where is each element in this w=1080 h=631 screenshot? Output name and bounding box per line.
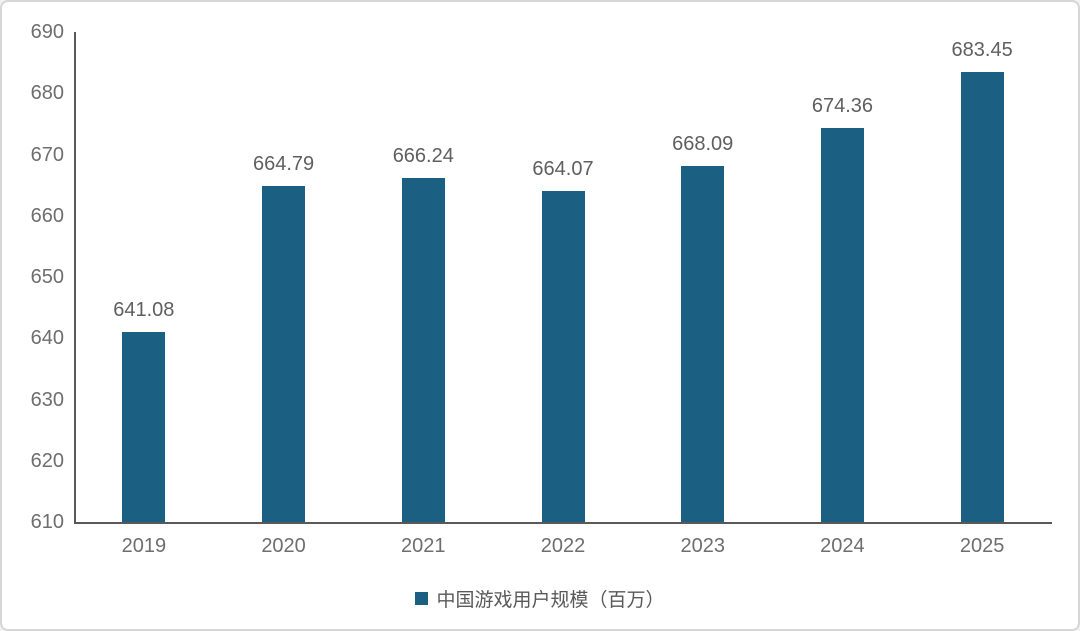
y-tick-label: 610 — [30, 511, 64, 533]
y-tick-label: 690 — [30, 21, 64, 43]
x-category-label: 2022 — [540, 535, 586, 557]
x-category-label: 2023 — [680, 535, 725, 557]
x-category-label: 2020 — [261, 535, 306, 557]
bar — [960, 72, 1004, 522]
bar — [820, 127, 864, 522]
y-tick-label: 680 — [30, 82, 64, 105]
bar — [401, 177, 445, 522]
bar-value-label: 666.24 — [392, 144, 454, 167]
x-category-label: 2021 — [401, 535, 446, 557]
y-axis-line — [74, 32, 76, 524]
x-axis-line — [74, 522, 1052, 524]
y-tick-label: 670 — [30, 143, 64, 166]
legend-label: 中国游戏用户规模（百万） — [436, 590, 665, 611]
bar-value-label: 683.45 — [951, 39, 1013, 62]
y-tick-label: 660 — [30, 204, 64, 227]
bar — [681, 166, 725, 522]
x-category-label: 2024 — [820, 535, 865, 557]
bar-value-label: 664.07 — [532, 157, 594, 180]
y-tick-label: 630 — [30, 388, 64, 411]
bar — [262, 186, 306, 522]
bar-value-label: 674.36 — [811, 94, 873, 117]
legend-swatch-icon — [415, 592, 429, 605]
y-tick-label: 640 — [30, 327, 64, 350]
legend: 中国游戏用户规模（百万） — [2, 585, 1078, 612]
bar — [122, 331, 166, 522]
x-category-label: 2019 — [121, 535, 167, 557]
bar-value-label: 641.08 — [113, 298, 175, 321]
bar-value-label: 664.79 — [252, 153, 315, 176]
bar — [541, 190, 585, 522]
x-category-label: 2025 — [959, 535, 1005, 557]
y-tick-label: 620 — [30, 449, 64, 472]
y-tick-label: 650 — [30, 266, 64, 288]
bar-value-label: 668.09 — [672, 133, 734, 156]
